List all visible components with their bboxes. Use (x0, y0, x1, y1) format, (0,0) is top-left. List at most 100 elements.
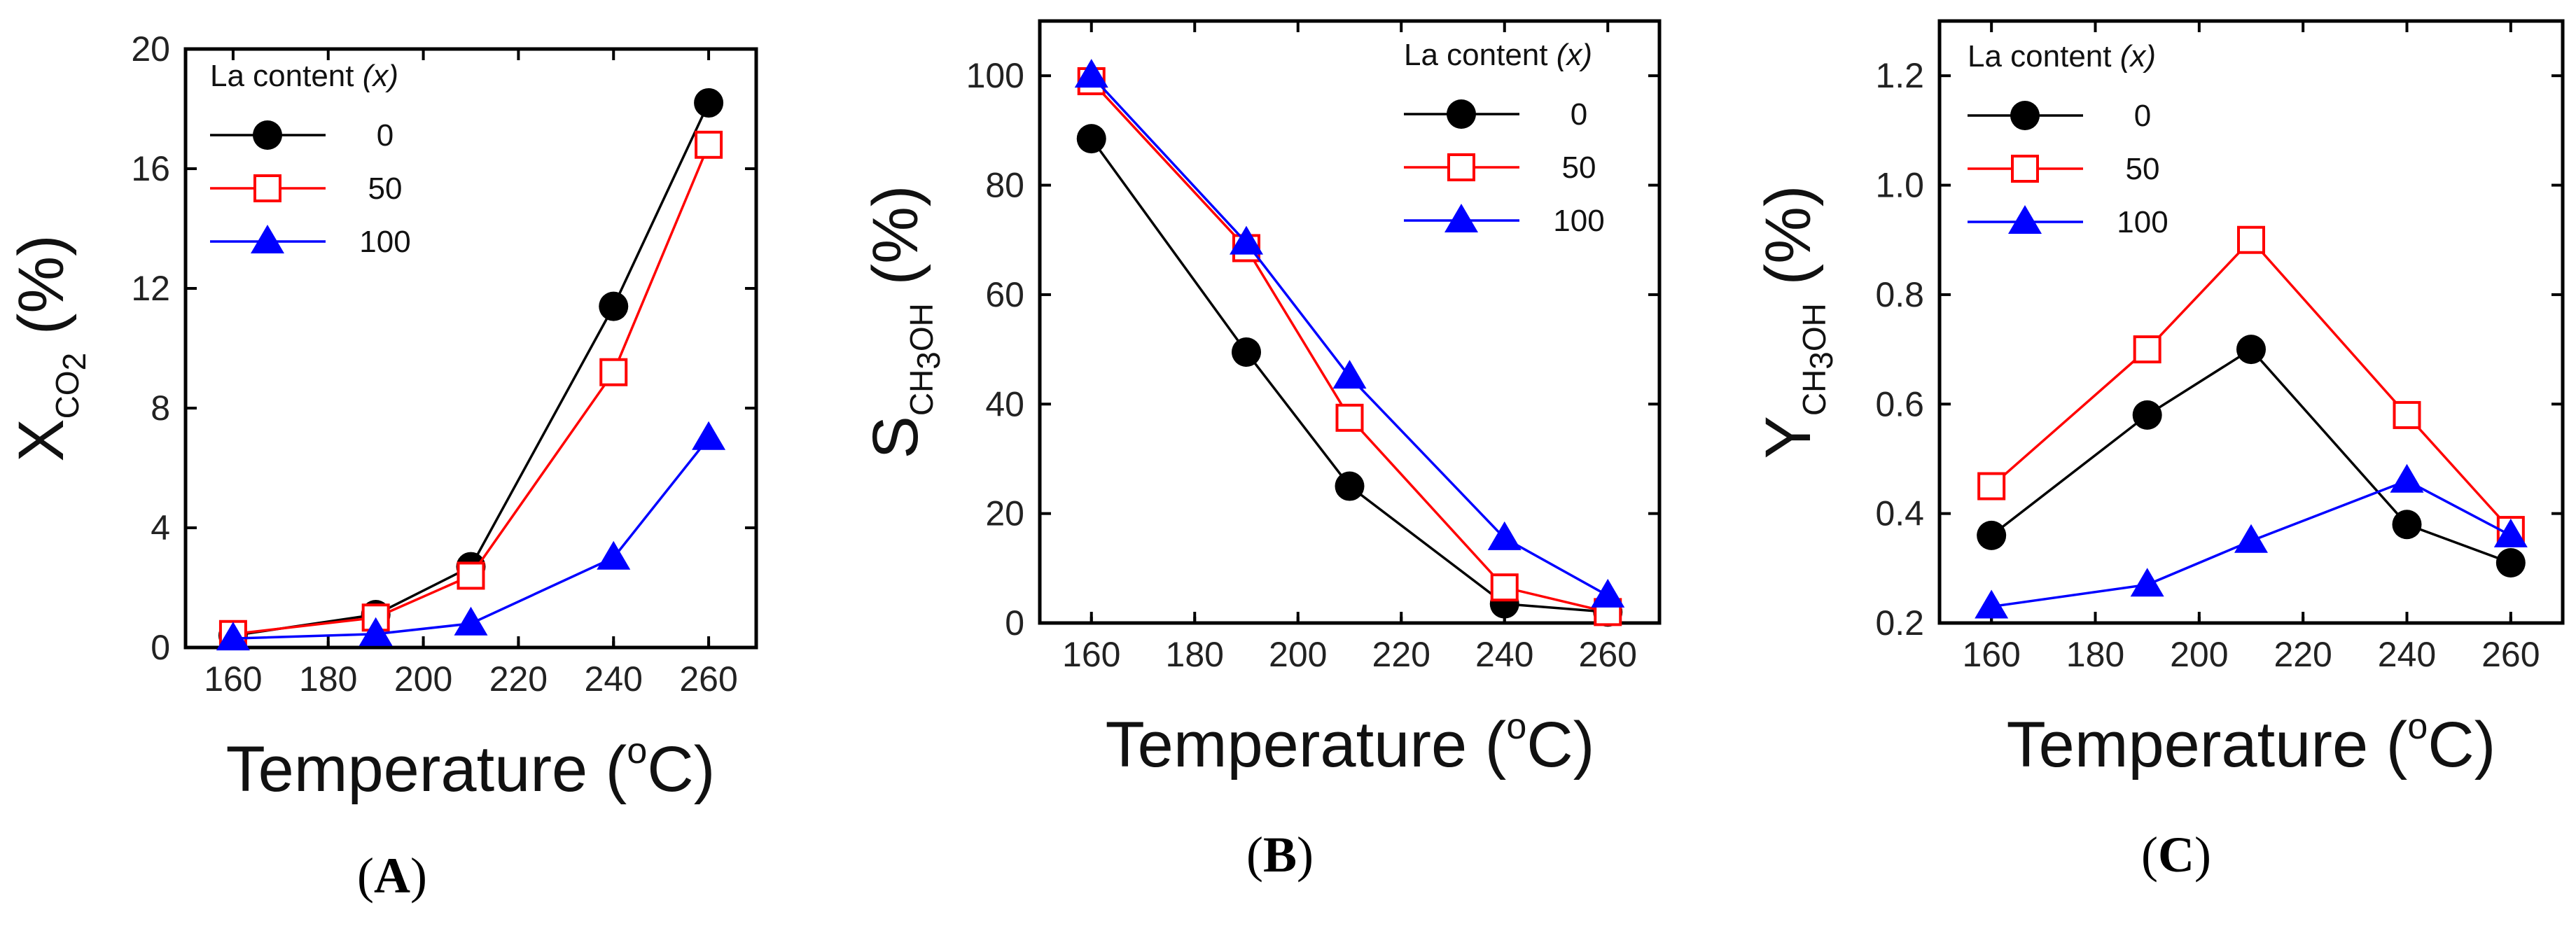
y-tick-label: 4 (151, 508, 170, 547)
series-100 (1074, 59, 1625, 608)
legend-marker-100 (251, 225, 284, 253)
x-tick-label: 200 (394, 659, 452, 699)
y-label-subscript-tail: OH (1796, 303, 1832, 351)
y-tick-label: 80 (985, 166, 1024, 205)
data-point-100 (454, 606, 488, 636)
data-point-50 (457, 561, 485, 590)
x-label-unit: C) (647, 734, 715, 805)
data-point-0 (2236, 335, 2266, 365)
y-label-subscript-tail: OH (903, 303, 940, 351)
legend-title: La content (x) (1968, 39, 2156, 74)
plot-frame (1937, 19, 2565, 625)
series-line-50 (1991, 238, 2512, 531)
y-tick-label: 0.2 (1875, 603, 1924, 643)
panel-paren-open: ( (357, 848, 374, 904)
data-point-100 (1975, 589, 2009, 619)
data-point-0 (1335, 471, 1365, 501)
data-point-100 (1487, 521, 1522, 550)
legend: La content (x) 0 50 100 (1404, 38, 1605, 238)
legend: La content (x) 0 50 100 (1968, 39, 2168, 239)
y-axis-label: XCO2 (%) (6, 234, 92, 462)
y-tick-label: 0 (151, 628, 170, 667)
legend-label-100: 100 (359, 225, 410, 259)
series-50 (1077, 67, 1622, 626)
panel-label: (C) (2141, 827, 2211, 883)
data-point-100 (1230, 225, 1263, 255)
x-tick-label: 180 (2066, 635, 2124, 674)
data-point-100 (1074, 59, 1108, 88)
x-tick-label: 180 (1166, 635, 1224, 674)
x-tick-label: 220 (2274, 635, 2332, 674)
legend-title: La content (x) (210, 59, 398, 93)
data-point-0 (2495, 548, 2526, 578)
x-tick-label: 200 (1269, 635, 1327, 674)
panel-label: (B) (1246, 827, 1314, 883)
legend-marker-100 (1444, 204, 1478, 232)
x-label-degree: o (1506, 706, 1526, 747)
x-axis-label: Temperature (oC) (2007, 706, 2496, 780)
data-point-0 (1232, 337, 1261, 367)
legend-label-50: 50 (1562, 150, 1596, 185)
legend-variable: (x) (1548, 38, 1593, 72)
y-label-unit: (%) (860, 185, 931, 303)
x-tick-label: 160 (1962, 635, 2020, 674)
y-label-symbol: X (6, 419, 77, 461)
legend-title-text: La content (1968, 39, 2112, 74)
panel-c: 160 180 200 220 240 260 0.2 0.4 0.6 0.8 1.0 1.2 La c… (1753, 19, 2565, 883)
panel-paren-open: ( (1246, 827, 1263, 883)
x-tick-label: 220 (489, 659, 548, 699)
x-tick-label: 160 (204, 659, 262, 699)
x-tick-label: 240 (2378, 635, 2436, 674)
y-axis-label: YCH3OH (%) (1753, 185, 1839, 458)
data-point-50 (1335, 403, 1364, 432)
data-point-50 (695, 130, 723, 159)
legend-marker-0 (2010, 101, 2040, 130)
y-label-symbol: S (860, 416, 931, 458)
y-label-unit: (%) (1753, 185, 1824, 303)
panel-letter: A (374, 848, 410, 904)
y-label-subscript-index: 2 (56, 353, 92, 371)
x-tick-label: 240 (1475, 635, 1533, 674)
x-label-unit: C) (1526, 709, 1594, 780)
x-label-unit: C) (2428, 709, 2495, 780)
panel-letter: B (1263, 827, 1297, 883)
y-tick-label: 40 (985, 384, 1024, 424)
data-point-100 (2234, 524, 2268, 553)
y-tick-label: 12 (131, 269, 170, 308)
y-tick-label: 20 (131, 29, 170, 69)
legend-label-100: 100 (2117, 205, 2168, 239)
y-tick-label: 1.0 (1875, 166, 1924, 205)
y-tick-label: 16 (131, 149, 170, 188)
panel-paren-close: ) (2194, 827, 2211, 883)
legend-marker-50 (2011, 155, 2039, 183)
plot-frame (1038, 19, 1662, 625)
x-label-main: Temperature ( (1106, 709, 1507, 780)
x-axis-label: Temperature (oC) (226, 731, 716, 805)
y-tick-label: 0.6 (1875, 384, 1924, 424)
data-point-100 (692, 421, 726, 450)
x-tick-label: 180 (299, 659, 357, 699)
y-tick-label: 100 (966, 56, 1024, 95)
x-tick-label: 260 (679, 659, 737, 699)
legend-marker-0 (253, 120, 282, 150)
plot-frame (183, 47, 758, 650)
y-tick-label: 0 (1005, 603, 1024, 643)
data-point-0 (2132, 400, 2162, 430)
data-point-0 (694, 88, 724, 118)
y-tick-label: 0.4 (1875, 494, 1924, 533)
y-label-unit: (%) (6, 234, 77, 353)
y-label-symbol: Y (1753, 416, 1824, 458)
panel-paren-open: ( (2141, 827, 2158, 883)
legend-label-50: 50 (2126, 152, 2160, 186)
data-point-100 (1332, 360, 1367, 389)
legend-label-0: 0 (2134, 99, 2151, 133)
y-label-subscript: CH (903, 370, 940, 416)
x-label-degree: o (2407, 706, 2428, 747)
x-tick-label: 200 (2170, 635, 2228, 674)
legend-label-50: 50 (368, 172, 403, 206)
y-tick-label: 60 (985, 275, 1024, 314)
legend-marker-50 (253, 174, 281, 202)
